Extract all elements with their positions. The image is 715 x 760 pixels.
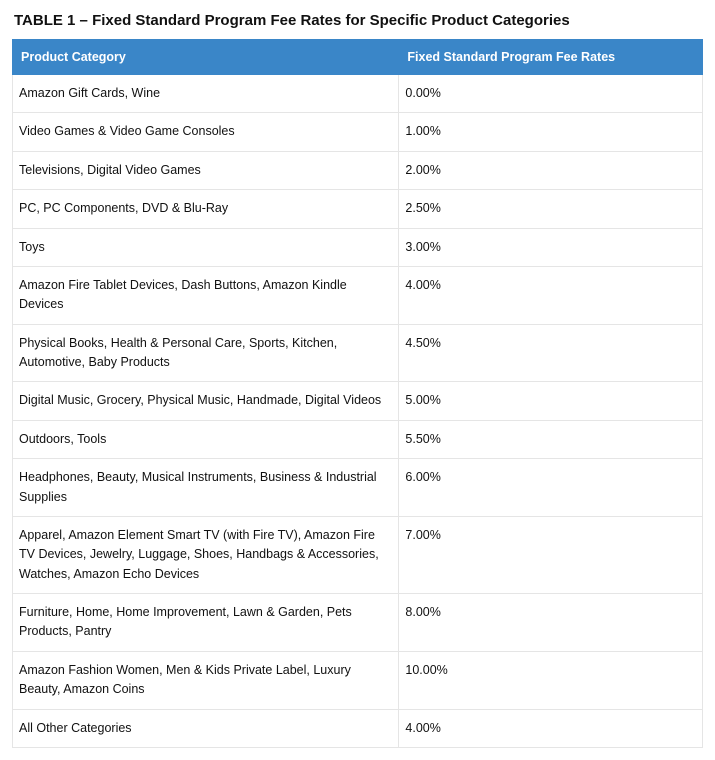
col-header-rate: Fixed Standard Program Fee Rates <box>399 40 703 75</box>
table-row: Apparel, Amazon Element Smart TV (with F… <box>13 516 703 593</box>
cell-rate: 5.00% <box>399 382 703 420</box>
cell-rate: 2.50% <box>399 190 703 228</box>
cell-rate: 4.00% <box>399 266 703 324</box>
table-row: Physical Books, Health & Personal Care, … <box>13 324 703 382</box>
cell-rate: 6.00% <box>399 459 703 517</box>
table-row: Amazon Fire Tablet Devices, Dash Buttons… <box>13 266 703 324</box>
table-row: Headphones, Beauty, Musical Instruments,… <box>13 459 703 517</box>
table-row: Televisions, Digital Video Games2.00% <box>13 151 703 189</box>
cell-rate: 0.00% <box>399 75 703 113</box>
cell-category: PC, PC Components, DVD & Blu-Ray <box>13 190 399 228</box>
cell-category: Amazon Fashion Women, Men & Kids Private… <box>13 651 399 709</box>
cell-category: Physical Books, Health & Personal Care, … <box>13 324 399 382</box>
cell-rate: 7.00% <box>399 516 703 593</box>
cell-rate: 1.00% <box>399 113 703 151</box>
cell-rate: 3.00% <box>399 228 703 266</box>
table-row: Video Games & Video Game Consoles1.00% <box>13 113 703 151</box>
table-row: All Other Categories4.00% <box>13 709 703 747</box>
cell-category: Outdoors, Tools <box>13 420 399 458</box>
cell-category: All Other Categories <box>13 709 399 747</box>
cell-rate: 4.00% <box>399 709 703 747</box>
table-row: Amazon Fashion Women, Men & Kids Private… <box>13 651 703 709</box>
col-header-category: Product Category <box>13 40 399 75</box>
table-row: Amazon Gift Cards, Wine0.00% <box>13 75 703 113</box>
table-title: TABLE 1 – Fixed Standard Program Fee Rat… <box>14 12 703 29</box>
table-row: PC, PC Components, DVD & Blu-Ray2.50% <box>13 190 703 228</box>
cell-category: Digital Music, Grocery, Physical Music, … <box>13 382 399 420</box>
cell-rate: 5.50% <box>399 420 703 458</box>
cell-category: Toys <box>13 228 399 266</box>
fee-rates-table: Product Category Fixed Standard Program … <box>12 39 703 748</box>
table-row: Furniture, Home, Home Improvement, Lawn … <box>13 594 703 652</box>
table-header-row: Product Category Fixed Standard Program … <box>13 40 703 75</box>
cell-rate: 2.00% <box>399 151 703 189</box>
cell-rate: 10.00% <box>399 651 703 709</box>
cell-category: Headphones, Beauty, Musical Instruments,… <box>13 459 399 517</box>
cell-category: Furniture, Home, Home Improvement, Lawn … <box>13 594 399 652</box>
cell-rate: 4.50% <box>399 324 703 382</box>
cell-category: Apparel, Amazon Element Smart TV (with F… <box>13 516 399 593</box>
cell-rate: 8.00% <box>399 594 703 652</box>
table-row: Toys3.00% <box>13 228 703 266</box>
table-row: Outdoors, Tools5.50% <box>13 420 703 458</box>
cell-category: Amazon Gift Cards, Wine <box>13 75 399 113</box>
cell-category: Amazon Fire Tablet Devices, Dash Buttons… <box>13 266 399 324</box>
cell-category: Video Games & Video Game Consoles <box>13 113 399 151</box>
cell-category: Televisions, Digital Video Games <box>13 151 399 189</box>
table-row: Digital Music, Grocery, Physical Music, … <box>13 382 703 420</box>
